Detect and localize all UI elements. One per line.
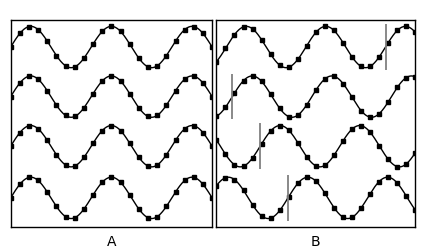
Text: A: A	[106, 235, 116, 249]
Text: B: B	[311, 235, 321, 249]
